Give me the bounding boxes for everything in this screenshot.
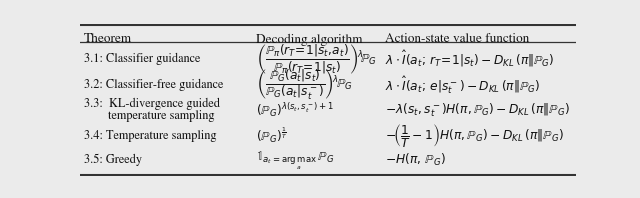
Text: $\mathbb{1}_{a_t=\underset{a}{\arg\max}}\,\mathbb{P}_G$: $\mathbb{1}_{a_t=\underset{a}{\arg\max}}… (256, 148, 335, 172)
Text: 3.3:  KL-divergence guided: 3.3: KL-divergence guided (84, 98, 220, 110)
Text: $-\lambda(s_t,s_t^-)H(\pi,\mathbb{P}_G) - D_{KL}\,(\pi\|\mathbb{P}_G)$: $-\lambda(s_t,s_t^-)H(\pi,\mathbb{P}_G) … (385, 101, 570, 119)
Text: $(\mathbb{P}_G)^{\lambda(s_t,s_t^-)+1}$: $(\mathbb{P}_G)^{\lambda(s_t,s_t^-)+1}$ (256, 101, 334, 119)
Text: $\lambda \cdot \hat{I}(a_t;\, r_T\!=\!1|s_t) - D_{KL}\,(\pi\|\mathbb{P}_G)$: $\lambda \cdot \hat{I}(a_t;\, r_T\!=\!1|… (385, 49, 555, 69)
Text: $-\!\left(\dfrac{1}{T}-1\right)H(\pi,\mathbb{P}_G) - D_{KL}\,(\pi\|\mathbb{P}_G): $-\!\left(\dfrac{1}{T}-1\right)H(\pi,\ma… (385, 122, 564, 149)
Text: $-H(\pi,\, \mathbb{P}_G)$: $-H(\pi,\, \mathbb{P}_G)$ (385, 152, 446, 168)
Text: temperature sampling: temperature sampling (108, 110, 214, 122)
Text: Theorem: Theorem (84, 34, 132, 45)
Text: 3.5: Greedy: 3.5: Greedy (84, 154, 142, 166)
Text: 3.2: Classifier-free guidance: 3.2: Classifier-free guidance (84, 79, 223, 91)
Text: 3.4: Temperature sampling: 3.4: Temperature sampling (84, 130, 216, 142)
Text: $(\mathbb{P}_G)^{\frac{1}{T}}$: $(\mathbb{P}_G)^{\frac{1}{T}}$ (256, 126, 287, 146)
Text: $\left(\dfrac{\mathbb{P}_G(a_t|s_t)}{\mathbb{P}_G(a_t|s_t^-)}\right)^{\!\lambda}: $\left(\dfrac{\mathbb{P}_G(a_t|s_t)}{\ma… (256, 68, 353, 102)
Text: $\lambda \cdot \hat{I}(a_t;\, e|s_t^-) - D_{KL}\,(\pi\|\mathbb{P}_G)$: $\lambda \cdot \hat{I}(a_t;\, e|s_t^-) -… (385, 74, 540, 95)
Text: $\left(\dfrac{\mathbb{P}_{\pi}(r_T\!=\!1|s_t,\!a_t)}{\mathbb{P}_{\pi}(r_T\!=\!1|: $\left(\dfrac{\mathbb{P}_{\pi}(r_T\!=\!1… (256, 42, 377, 76)
Text: Decoding algorithm: Decoding algorithm (256, 34, 363, 46)
Text: Action-state value function: Action-state value function (385, 34, 529, 45)
Text: 3.1: Classifier guidance: 3.1: Classifier guidance (84, 53, 200, 65)
